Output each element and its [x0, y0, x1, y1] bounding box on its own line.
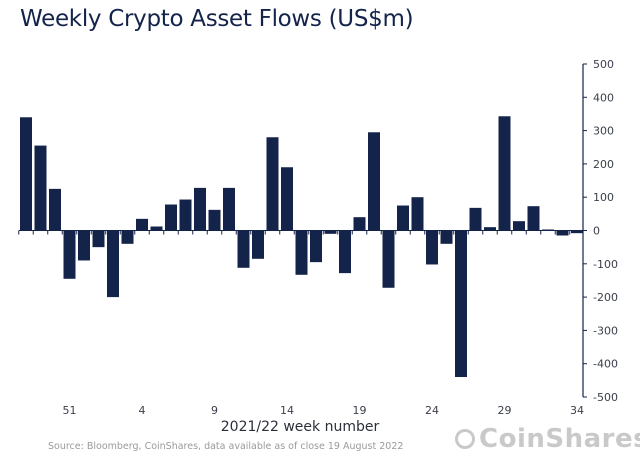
y-tick-label: -500: [593, 391, 618, 404]
bar-week-10: [223, 187, 235, 231]
bar-week-24: [426, 230, 438, 265]
bar-week-31: [527, 206, 540, 231]
bar-week-5: [150, 226, 163, 231]
x-tick-label: 51: [63, 404, 77, 417]
y-tick-label: 500: [593, 58, 614, 71]
bar-week-18: [339, 230, 351, 274]
y-tick-label: 300: [593, 125, 614, 138]
bar-week-4: [136, 218, 148, 231]
bar-week-52: [78, 230, 90, 261]
x-tick-label: 34: [570, 404, 584, 417]
bar-week-16: [310, 230, 322, 263]
bar-week-27: [469, 207, 482, 231]
bar-week-9: [208, 209, 221, 231]
bar-week-6: [165, 204, 177, 231]
x-tick-label: 14: [280, 404, 294, 417]
bar-week-20: [368, 132, 380, 231]
x-tick-label: 4: [139, 404, 146, 417]
bar-week-25: [440, 230, 453, 244]
bar-week-30: [513, 221, 525, 231]
y-tick-label: 400: [593, 91, 614, 104]
bar-week-11: [237, 230, 250, 268]
y-tick-label: 0: [593, 225, 600, 238]
bar-week-34: [571, 230, 583, 234]
bar-week-23: [411, 197, 424, 231]
bar-week-51: [63, 230, 76, 279]
y-tick-label: -200: [593, 291, 618, 304]
x-tick-label: 29: [498, 404, 512, 417]
bar-week-33: [556, 230, 569, 236]
bar-week-50: [49, 188, 61, 231]
y-tick-label: -400: [593, 358, 618, 371]
bar-week-21: [382, 230, 395, 288]
x-tick-label: 24: [425, 404, 439, 417]
bar-week-22: [397, 205, 409, 231]
x-axis-label: 2021/22 week number: [220, 419, 380, 435]
bar-week-15: [295, 230, 308, 275]
x-tick-label: 19: [353, 404, 367, 417]
bar-week-1: [92, 230, 105, 248]
bar-week-28: [484, 227, 496, 231]
bar-week-7: [179, 199, 192, 231]
bar-week-26: [455, 230, 467, 378]
bar-week-8: [194, 187, 206, 231]
y-tick-label: 200: [593, 158, 614, 171]
x-tick-label: 9: [211, 404, 218, 417]
bar-week-17: [324, 230, 337, 234]
bar-week-12: [252, 230, 264, 259]
bar-week-2: [107, 230, 119, 298]
bar-week-14: [281, 167, 293, 231]
coinshares-logo: CoinShares: [455, 424, 640, 454]
logo-icon: [455, 429, 475, 449]
bar-week-13: [266, 137, 279, 231]
y-tick-label: -100: [593, 258, 618, 271]
bar-week-48: [20, 117, 32, 231]
bar-week-19: [353, 217, 366, 231]
bar-week-29: [498, 116, 511, 231]
source-note: Source: Bloomberg, CoinShares, data avai…: [48, 441, 404, 452]
y-tick-label: -300: [593, 324, 618, 337]
bar-week-49: [34, 145, 47, 231]
y-tick-label: 100: [593, 191, 614, 204]
bar-week-3: [121, 230, 134, 244]
chart-title: Weekly Crypto Asset Flows (US$m): [20, 6, 414, 32]
